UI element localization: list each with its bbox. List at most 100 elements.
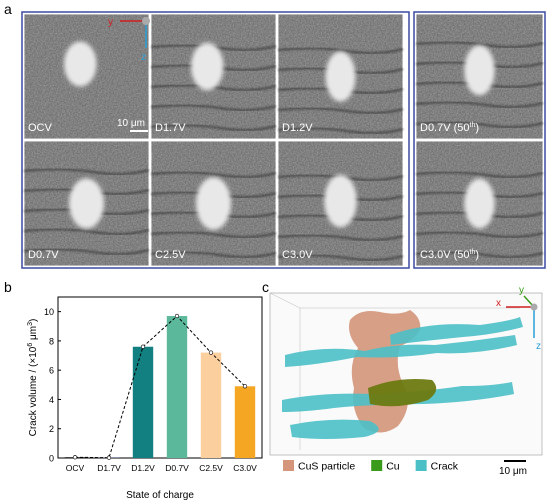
point [208, 350, 214, 355]
panel-label: a [4, 1, 12, 17]
particle [464, 45, 495, 96]
text-part: th [470, 122, 476, 129]
crack-streak [277, 47, 404, 55]
trend-line [74, 315, 246, 459]
crack [290, 419, 379, 439]
legend-label: Cu [386, 461, 400, 473]
image-label: OCV [28, 122, 53, 134]
crack-streak [415, 41, 544, 49]
legend-swatch [415, 460, 427, 471]
text-part: th [470, 249, 476, 256]
text-part: C2.5V [155, 249, 186, 261]
micrograph: C3.0V [277, 140, 404, 267]
image-label: C2.5V [155, 249, 186, 261]
text-part: 3 [27, 322, 34, 326]
particle [64, 41, 97, 87]
crack-streak [277, 234, 404, 242]
text-part: D0.7V (50 [420, 122, 470, 134]
particle [196, 177, 231, 230]
panel-label: b [4, 279, 12, 295]
x-tick-label: OCV [66, 463, 85, 473]
text-part: OCV [28, 122, 53, 134]
legend-label: CuS particle [298, 461, 355, 473]
point [140, 344, 146, 349]
micrograph: OCV [23, 13, 150, 140]
particle [324, 174, 357, 228]
bar [200, 352, 222, 458]
image-label: D1.2V [282, 122, 313, 134]
y-tick-label: 4 [49, 395, 54, 405]
text-part: ) [28, 319, 39, 322]
axis-label: y [108, 17, 113, 28]
crack-streak [150, 251, 277, 259]
y-axis-label: Crack volume / (×106 μm3) [27, 319, 39, 437]
panel-label: c [262, 279, 269, 295]
image-label: C3.0V [282, 249, 313, 261]
cu [368, 379, 437, 407]
image-label: D1.7V [155, 122, 186, 134]
crack-streak [23, 248, 150, 256]
point [242, 384, 248, 389]
crack-streak [277, 107, 404, 115]
crack-streak [150, 104, 277, 112]
crack-streak [150, 231, 277, 239]
plot-frame [57, 296, 263, 459]
image-label: D0.7V [28, 249, 59, 261]
crack-streak [277, 254, 404, 262]
text-part: D1.2V [282, 122, 313, 134]
text-part: Crack volume / (×10 [28, 346, 39, 436]
group-frame [21, 11, 410, 269]
crack-streak [415, 231, 544, 239]
axis-label: y [519, 285, 524, 296]
scale-bar-label: 10 μm [499, 466, 527, 477]
bar [234, 386, 256, 458]
text-part: ) [475, 122, 479, 134]
micrograph: D0.7V (50th) [415, 13, 544, 140]
x-tick-label: C2.5V [199, 463, 223, 473]
crack-streak [415, 121, 544, 129]
text-part: 6 [27, 343, 34, 347]
text-part: D0.7V [28, 249, 59, 261]
crack-streak [150, 44, 277, 52]
x-axis-label: State of charge [126, 490, 194, 501]
image-label: D0.7V (50th) [420, 122, 479, 134]
axis-label: x [496, 298, 501, 309]
x-tick-label: D1.7V [97, 463, 121, 473]
x-tick-label: D0.7V [165, 463, 189, 473]
point [72, 455, 78, 460]
particle [191, 42, 224, 91]
crack-streak [150, 124, 277, 132]
legend-label: Crack [431, 461, 459, 473]
y-tick-label: 8 [49, 336, 54, 346]
crack-streak [415, 101, 544, 109]
particle [464, 178, 495, 229]
text-part: μm [28, 326, 39, 343]
crack [285, 335, 517, 367]
bar [132, 346, 154, 458]
scale-bar-label: 10 μm [117, 118, 145, 129]
y-tick-label: 6 [49, 366, 54, 376]
text-part: D1.7V [155, 122, 186, 134]
text-part: C3.0V (50 [420, 249, 470, 261]
text-part: C3.0V [282, 249, 313, 261]
legend-swatch [371, 460, 383, 471]
group-frame [413, 11, 546, 269]
render-3d: x y z 10 μm CuS particle Cu Crack [269, 285, 543, 477]
particle [325, 51, 356, 102]
x-tick-label: D1.2V [131, 463, 155, 473]
particle [69, 178, 104, 229]
micrograph: D1.7V [150, 13, 277, 140]
axis-label: z [536, 341, 541, 352]
micrograph: C3.0V (50th) [415, 140, 544, 267]
point [174, 313, 180, 319]
crack-streak [277, 127, 404, 135]
micrograph: D0.7V [23, 140, 150, 267]
legend-swatch [283, 460, 294, 471]
point [106, 455, 112, 460]
crack-streak [415, 171, 544, 179]
text-part: ) [475, 249, 479, 261]
axis-label: z [141, 52, 146, 63]
